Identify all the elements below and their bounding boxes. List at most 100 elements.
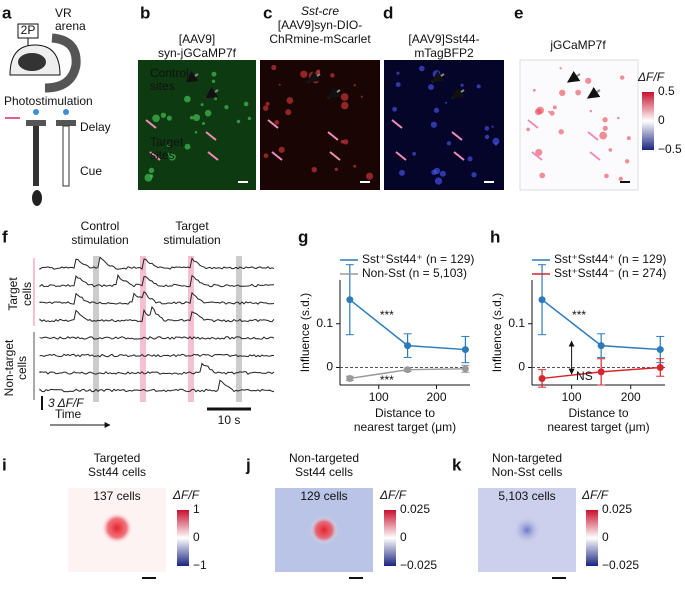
cell bbox=[575, 89, 582, 96]
arrow bbox=[205, 87, 219, 99]
cell bbox=[184, 143, 191, 150]
cell bbox=[494, 142, 498, 146]
cell-count: 137 cells bbox=[93, 489, 140, 503]
trace bbox=[39, 290, 275, 305]
panel-label: g bbox=[298, 227, 308, 246]
cell bbox=[532, 88, 536, 92]
point bbox=[656, 346, 664, 354]
arrow bbox=[145, 119, 157, 129]
x-axis-label: nearest target (μm) bbox=[547, 420, 649, 434]
cell bbox=[484, 134, 490, 140]
arrow bbox=[185, 71, 199, 83]
label: [AAV9]Sst44- bbox=[408, 32, 479, 46]
arrow bbox=[327, 87, 341, 99]
label: Time bbox=[55, 407, 82, 421]
cell bbox=[200, 103, 204, 107]
colorbar-tick: −0.025 bbox=[400, 558, 437, 572]
arrow bbox=[327, 131, 339, 141]
cell bbox=[471, 172, 477, 178]
cell bbox=[539, 172, 546, 179]
cell bbox=[271, 64, 277, 71]
label: Non-Sst cells bbox=[492, 465, 563, 479]
cell bbox=[419, 65, 425, 72]
label: 10 s bbox=[218, 413, 241, 427]
cell bbox=[340, 139, 345, 144]
control-sites: sites bbox=[150, 79, 175, 93]
colorbar-tick: −1 bbox=[193, 558, 207, 572]
cell bbox=[366, 172, 374, 180]
arrow bbox=[451, 87, 465, 99]
panel-label: c bbox=[263, 3, 272, 22]
colorbar-tick: 0.5 bbox=[658, 84, 675, 98]
colorbar-tick: 0.025 bbox=[400, 502, 430, 516]
label: [AAV9]syn-DIO- bbox=[278, 18, 362, 32]
point bbox=[346, 296, 354, 304]
cell bbox=[548, 110, 551, 113]
label: stimulation bbox=[163, 233, 220, 247]
arrow bbox=[589, 151, 601, 161]
cell bbox=[617, 116, 620, 120]
cell bbox=[167, 152, 170, 156]
cell bbox=[626, 136, 631, 141]
trace bbox=[39, 362, 275, 375]
cell bbox=[585, 77, 592, 84]
arrow bbox=[329, 151, 341, 161]
images bbox=[68, 59, 654, 572]
cell bbox=[396, 71, 400, 75]
point bbox=[538, 296, 546, 304]
y-tick-label: 0.1 bbox=[508, 316, 525, 330]
cell bbox=[166, 144, 170, 148]
trace bbox=[39, 305, 275, 323]
legend-label: Sst⁺Sst44⁻ (n = 274) bbox=[554, 266, 666, 280]
cell bbox=[189, 115, 194, 120]
cell bbox=[341, 101, 349, 110]
cell bbox=[399, 169, 405, 176]
cell bbox=[467, 156, 473, 162]
label: 3 ΔF/F bbox=[48, 396, 84, 410]
cell bbox=[353, 84, 356, 87]
cell bbox=[274, 120, 280, 125]
trace bbox=[39, 273, 275, 288]
cell-count: 129 cells bbox=[300, 489, 347, 503]
x-axis-label: Distance to bbox=[568, 406, 628, 420]
arrow bbox=[453, 151, 465, 161]
cell bbox=[184, 95, 191, 103]
label: Sst44 cells bbox=[88, 465, 146, 479]
panel-label: f bbox=[2, 227, 8, 246]
cell bbox=[262, 105, 269, 111]
cell bbox=[428, 84, 434, 91]
panel-label: b bbox=[140, 3, 150, 22]
y-tick-label: 0 bbox=[326, 360, 333, 374]
arrow bbox=[391, 119, 403, 129]
cell bbox=[604, 173, 609, 179]
cell bbox=[434, 177, 443, 185]
target-sites: sites bbox=[150, 148, 175, 162]
cell bbox=[214, 97, 218, 101]
panel-label: a bbox=[2, 3, 12, 22]
cell bbox=[265, 101, 270, 106]
point bbox=[461, 346, 469, 354]
legend-label: Non-Sst (n = 5,103) bbox=[362, 266, 467, 280]
cell bbox=[224, 105, 229, 110]
cell bbox=[549, 110, 555, 116]
panel-label: i bbox=[2, 455, 7, 474]
cell bbox=[247, 116, 252, 121]
panel-label: h bbox=[490, 227, 500, 246]
cell bbox=[243, 101, 249, 107]
cell bbox=[300, 70, 308, 78]
point bbox=[346, 374, 354, 382]
cell bbox=[311, 166, 318, 173]
point bbox=[461, 365, 469, 373]
arrow bbox=[567, 71, 581, 83]
label: stimulation bbox=[71, 233, 128, 247]
x-tick-label: 200 bbox=[621, 390, 641, 404]
cue: Cue bbox=[80, 164, 102, 178]
cell bbox=[211, 71, 217, 77]
target-cells: Target bbox=[6, 277, 20, 311]
nontarget-cells: cells bbox=[15, 356, 29, 380]
cell bbox=[620, 75, 625, 80]
cell bbox=[149, 174, 154, 178]
nontarget-cells: Non-target bbox=[2, 339, 16, 396]
cell bbox=[278, 146, 285, 153]
